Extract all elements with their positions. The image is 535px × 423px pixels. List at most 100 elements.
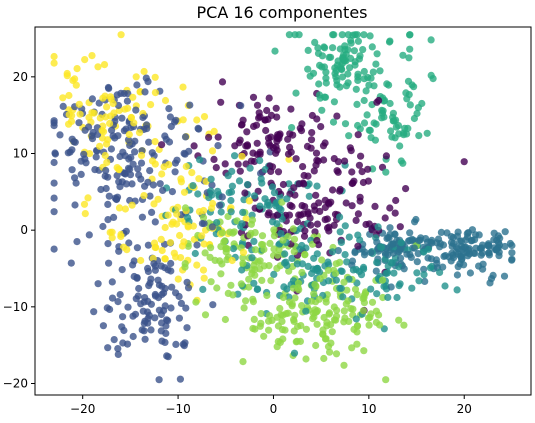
scatter-point — [485, 242, 493, 250]
scatter-point — [91, 166, 99, 174]
scatter-point — [173, 210, 181, 218]
scatter-point — [208, 223, 216, 231]
scatter-point — [106, 228, 114, 236]
scatter-point — [122, 227, 130, 235]
scatter-point — [128, 180, 136, 188]
plot-frame — [34, 26, 532, 396]
scatter-point — [342, 199, 350, 207]
x-axis: −20 −10 0 10 20 — [70, 395, 472, 416]
scatter-point — [427, 71, 435, 79]
y-tick-label: −10 — [3, 300, 28, 314]
scatter-point — [237, 280, 245, 288]
x-tick-label: −20 — [70, 402, 95, 416]
scatter-point — [315, 295, 323, 303]
scatter-point — [508, 241, 516, 250]
scatter-point — [279, 293, 287, 302]
scatter-point — [94, 280, 102, 288]
scatter-point — [292, 89, 300, 97]
scatter-point — [400, 131, 408, 139]
scatter-point — [50, 245, 58, 253]
scatter-point — [158, 246, 166, 255]
scatter-point — [508, 249, 516, 257]
scatter-point — [50, 208, 58, 216]
scatter-point — [287, 148, 295, 156]
scatter-point — [363, 111, 371, 119]
scatter-point — [492, 246, 500, 254]
scatter-point — [92, 153, 100, 161]
scatter-point — [148, 208, 156, 216]
scatter-point — [408, 81, 416, 89]
scatter-point — [471, 236, 479, 244]
scatter-point — [454, 263, 462, 271]
scatter-point — [453, 286, 461, 294]
scatter-point — [242, 297, 250, 305]
scatter-point — [325, 227, 333, 235]
scatter-point — [133, 81, 141, 89]
scatter-point — [397, 254, 405, 262]
scatter-point — [129, 93, 137, 101]
scatter-point — [368, 298, 377, 306]
scatter-point — [168, 283, 176, 291]
scatter-point — [164, 317, 172, 325]
scatter-point — [290, 184, 298, 192]
scatter-point — [344, 46, 352, 54]
scatter-point — [406, 229, 414, 237]
scatter-point — [314, 157, 322, 165]
scatter-point — [261, 116, 269, 124]
scatter-point — [367, 310, 375, 318]
scatter-point — [327, 198, 335, 206]
scatter-point — [400, 321, 408, 329]
scatter-point — [406, 101, 414, 109]
scatter-point — [352, 315, 360, 323]
scatter-point — [167, 267, 175, 275]
scatter-point — [134, 292, 142, 300]
scatter-point — [321, 203, 329, 212]
scatter-point — [315, 80, 323, 88]
scatter-point — [265, 201, 273, 210]
scatter-point — [436, 268, 444, 276]
scatter-point — [378, 276, 387, 284]
scatter-point — [406, 45, 414, 53]
scatter-point — [351, 249, 359, 257]
scatter-point — [208, 204, 216, 212]
scatter-point — [301, 227, 309, 235]
scatter-point — [85, 231, 93, 239]
scatter-point — [106, 119, 114, 128]
scatter-point — [439, 263, 447, 271]
scatter-point — [260, 245, 268, 253]
scatter-point — [420, 271, 428, 279]
scatter-point — [445, 253, 453, 261]
scatter-point — [434, 235, 443, 243]
scatter-point — [118, 323, 126, 331]
scatter-point — [101, 151, 109, 160]
scatter-point — [253, 285, 261, 294]
scatter-point — [162, 329, 170, 337]
scatter-point — [403, 95, 411, 103]
scatter-point — [388, 259, 396, 267]
scatter-point — [175, 314, 183, 322]
scatter-point — [383, 234, 391, 243]
scatter-point — [302, 307, 310, 315]
scatter-point — [161, 284, 169, 293]
scatter-point — [392, 123, 400, 131]
x-tick-label: 10 — [361, 402, 376, 416]
scatter-point — [235, 177, 244, 185]
scatter-point — [95, 99, 103, 107]
scatter-point — [364, 73, 372, 82]
scatter-point — [104, 216, 112, 224]
scatter-point — [281, 250, 289, 258]
scatter-point — [193, 241, 201, 249]
scatter-point — [345, 233, 353, 241]
scatter-point — [108, 278, 116, 286]
scatter-point — [368, 43, 376, 51]
scatter-point — [51, 150, 60, 158]
scatter-point — [304, 65, 312, 73]
scatter-point — [327, 321, 335, 329]
scatter-point — [148, 157, 157, 165]
scatter-point — [310, 290, 318, 298]
scatter-point — [172, 253, 180, 261]
scatter-point — [260, 262, 268, 270]
scatter-point — [349, 266, 357, 274]
scatter-point — [332, 316, 340, 324]
scatter-point — [307, 144, 315, 152]
